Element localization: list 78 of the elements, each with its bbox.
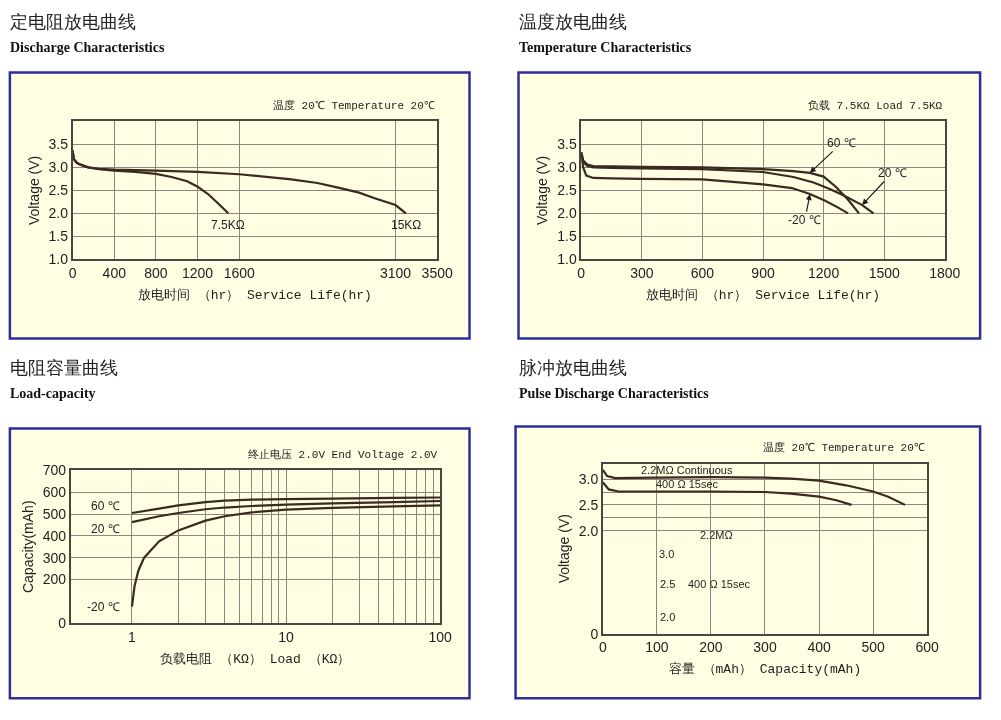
series-label: 20 ℃ bbox=[91, 522, 120, 536]
y-tick-label: 2.5 bbox=[48, 182, 69, 199]
x-tick-label: 1800 bbox=[929, 264, 961, 281]
y-tick-label: 2.0 bbox=[557, 205, 577, 222]
annotation: 400 Ω 15sec bbox=[688, 578, 751, 590]
x-tick-label: 1600 bbox=[223, 264, 256, 281]
chart-subtitle: Discharge Characteristics bbox=[10, 40, 165, 55]
x-tick-label: 500 bbox=[861, 639, 885, 656]
y-tick-label: 300 bbox=[42, 549, 67, 566]
annotation: 3.0 bbox=[659, 548, 675, 560]
x-tick-label: 1500 bbox=[868, 264, 900, 281]
x-axis-title: 负载电阻 （KΩ） Load （KΩ） bbox=[160, 651, 351, 667]
x-tick-label: 300 bbox=[753, 639, 777, 656]
annotation: 2.2MΩ bbox=[700, 529, 733, 541]
x-tick-label: 100 bbox=[645, 639, 669, 656]
y-tick-label: 200 bbox=[42, 571, 67, 588]
x-tick-label: 400 bbox=[102, 264, 127, 281]
x-tick-label: 3500 bbox=[421, 264, 453, 281]
chart-title: 定电阻放电曲线 bbox=[10, 11, 136, 32]
text: 负载 7.5KΩ Load 7.5KΩ bbox=[808, 99, 943, 112]
x-tick-label: 400 bbox=[807, 639, 831, 656]
y-tick-label: 2.0 bbox=[578, 522, 599, 539]
y-axis-title: Voltage (V) bbox=[555, 514, 572, 584]
chart-title: 脉冲放电曲线 bbox=[519, 357, 627, 378]
x-tick-label: 600 bbox=[690, 264, 715, 281]
x-tick-label: 3100 bbox=[379, 264, 412, 281]
y-tick-label: 3.0 bbox=[557, 159, 577, 176]
y-tick-label: 1.0 bbox=[557, 251, 577, 268]
chart-title: 温度放电曲线 bbox=[519, 11, 627, 32]
y-tick-label: 2.5 bbox=[578, 496, 599, 513]
y-tick-label: 1.0 bbox=[48, 251, 69, 268]
y-tick-label: 400 bbox=[42, 527, 67, 544]
x-tick-label: 100 bbox=[428, 628, 452, 645]
text: 温度 20℃ Temperature 20℃ bbox=[763, 441, 925, 454]
text: 终止电压 2.0V End Voltage 2.0V bbox=[248, 448, 438, 461]
chart-subtitle: Temperature Characteristics bbox=[519, 40, 692, 55]
annotation: 2.0 bbox=[660, 611, 676, 623]
y-tick-label: 1.5 bbox=[557, 228, 577, 245]
y-axis-title: Voltage (V) bbox=[25, 155, 42, 225]
x-tick-label: 200 bbox=[699, 639, 723, 656]
series-label: 15KΩ bbox=[391, 218, 422, 232]
x-tick-label: 800 bbox=[144, 264, 168, 281]
x-tick-label: 600 bbox=[915, 639, 940, 656]
y-tick-label: 2.0 bbox=[48, 205, 69, 222]
chart-title: 电阻容量曲线 bbox=[10, 357, 118, 378]
x-axis-title: 放电时间 （hr） Service Life(hr) bbox=[646, 287, 881, 303]
y-tick-label: 0 bbox=[58, 614, 67, 631]
x-tick-label: 1200 bbox=[182, 264, 214, 281]
y-tick-label: 3.5 bbox=[557, 136, 577, 153]
chart-subtitle: Load-capacity bbox=[10, 386, 96, 401]
series-label: -20 ℃ bbox=[788, 213, 821, 227]
x-tick-label: 1 bbox=[128, 628, 137, 645]
x-axis-title: 容量 （mAh） Capacity(mAh) bbox=[668, 661, 862, 678]
y-axis-title: Capacity(mAh) bbox=[19, 500, 36, 594]
text: 温度 20℃ Temperature 20℃ bbox=[273, 99, 435, 112]
y-tick-label: 3.0 bbox=[578, 471, 599, 488]
y-tick-label: 500 bbox=[42, 505, 67, 522]
series-label: 7.5KΩ bbox=[211, 218, 245, 232]
y-tick-label: 1.5 bbox=[48, 228, 69, 245]
text: 20 ℃ bbox=[878, 166, 907, 180]
y-tick-label: 700 bbox=[42, 462, 67, 479]
series-label: 400 Ω 15sec bbox=[656, 478, 719, 490]
annotation: 2.5 bbox=[660, 578, 676, 590]
series-label: -20 ℃ bbox=[87, 600, 120, 614]
x-tick-label: 300 bbox=[630, 264, 654, 281]
y-tick-label: 3.5 bbox=[48, 136, 69, 153]
series-label: 60 ℃ bbox=[91, 499, 120, 513]
y-axis-title: Voltage (V) bbox=[534, 155, 551, 225]
y-tick-label: 600 bbox=[42, 484, 67, 501]
text: 60 ℃ bbox=[827, 136, 856, 150]
series-label: 2.2MΩ Continuous bbox=[641, 464, 733, 476]
x-tick-label: 10 bbox=[278, 628, 295, 645]
x-tick-label: 1200 bbox=[808, 264, 840, 281]
y-tick-label: 2.5 bbox=[557, 182, 577, 199]
y-tick-label: 3.0 bbox=[48, 159, 69, 176]
x-tick-label: 900 bbox=[751, 264, 775, 281]
x-axis-title: 放电时间 （hr） Service Life(hr) bbox=[137, 287, 372, 303]
chart-subtitle: Pulse Discharge Characteristics bbox=[519, 386, 710, 401]
